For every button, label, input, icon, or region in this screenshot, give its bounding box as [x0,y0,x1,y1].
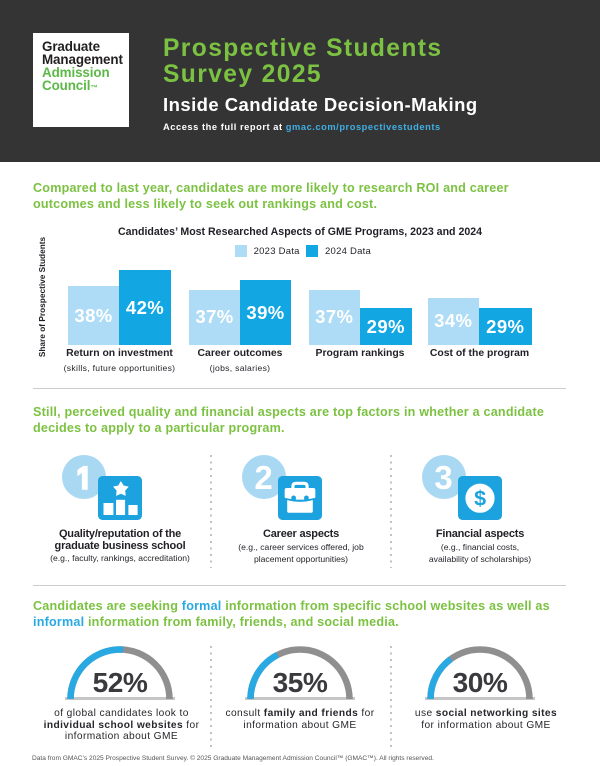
svg-text:$: $ [474,486,486,510]
